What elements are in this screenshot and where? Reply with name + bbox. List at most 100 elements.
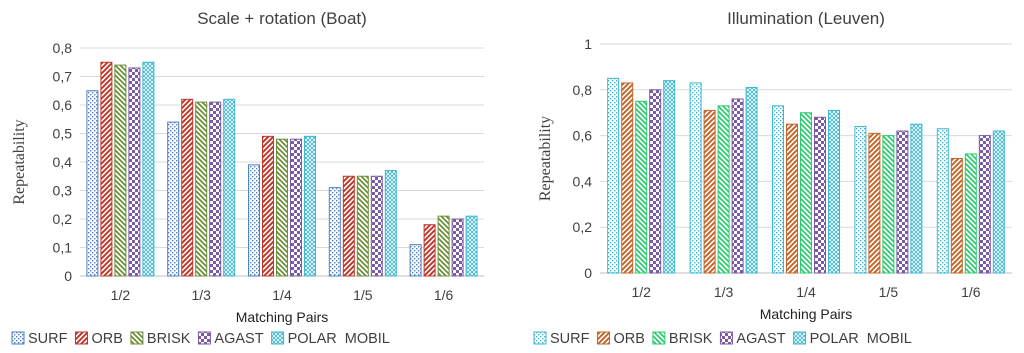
chart-scale-rotation: Scale + rotation (Boat) 0 0,1 0,2 0,3 0,4 0,5 0… <box>0 0 500 353</box>
legend-swatch-agast <box>719 331 733 345</box>
y-tick-label: 0,2 <box>573 219 593 235</box>
legend-label-polar: POLAR <box>288 331 337 347</box>
bar-orb-1-3 <box>181 98 194 277</box>
y-tick-label: 0,5 <box>53 126 73 142</box>
bar-surf-1-2 <box>86 90 99 277</box>
chart-svg-illumination: Illumination (Leuven) 0 0,2 0,4 0,6 0,8 1 Repea… <box>533 9 1012 347</box>
bar-agast-1-5 <box>896 130 909 274</box>
bar-agast-1-2 <box>128 67 141 277</box>
y-tick-label: 1 <box>584 36 592 52</box>
x-tick-label: 1/5 <box>879 284 899 300</box>
y-axis-label: Repeatability <box>537 116 554 201</box>
bar-brisk-1-3 <box>195 101 208 277</box>
x-tick-label: 1/5 <box>353 287 373 303</box>
bar-agast-1-3 <box>731 98 744 274</box>
x-axis-label: Matching Pairs <box>760 306 853 322</box>
legend-swatch-brisk <box>130 331 144 345</box>
x-tick-label: 1/6 <box>434 287 454 303</box>
legend-swatch-polar <box>793 331 807 345</box>
y-tick-label: 0,4 <box>53 154 73 170</box>
bar-surf-1-4 <box>248 164 260 277</box>
legend-label-brisk: BRISK <box>147 331 191 347</box>
bar-brisk-1-4 <box>800 112 812 274</box>
chart-illumination: Illumination (Leuven) 0 0,2 0,4 0,6 0,8 1 Repea… <box>512 0 1024 353</box>
bar-orb-1-2 <box>621 82 634 274</box>
bar-agast-1-3 <box>209 101 222 277</box>
chart-title: Illumination (Leuven) <box>727 9 885 28</box>
bar-polar-1-3 <box>223 98 236 277</box>
bar-polar-1-5 <box>910 123 923 274</box>
bar-agast-1-4 <box>290 138 302 277</box>
bar-agast-1-2 <box>649 89 662 274</box>
y-tick-label: 0 <box>584 265 592 281</box>
y-tick-label: 0,1 <box>53 240 73 256</box>
bar-orb-1-6 <box>423 224 436 277</box>
bar-polar-1-6 <box>465 215 478 277</box>
chart-title: Scale + rotation (Boat) <box>197 9 367 28</box>
x-tick-label: 1/4 <box>796 284 816 300</box>
y-tick-label: 0 <box>64 268 72 284</box>
x-tick-label: 1/3 <box>714 284 734 300</box>
bar-brisk-1-2 <box>114 64 127 277</box>
bar-orb-1-5 <box>342 175 355 277</box>
x-tick-label: 1/2 <box>111 287 131 303</box>
legend-label-agast: AGAST <box>736 331 785 347</box>
y-tick-label: 0,6 <box>573 128 593 144</box>
bar-brisk-1-4 <box>276 138 288 277</box>
bar-polar-1-3 <box>745 87 758 274</box>
bar-surf-1-4 <box>772 105 784 274</box>
x-axis-label: Matching Pairs <box>236 309 329 325</box>
bar-orb-1-5 <box>868 132 881 274</box>
bar-surf-1-5 <box>328 187 341 277</box>
x-tick-label: 1/3 <box>191 287 211 303</box>
bar-polar-1-6 <box>992 130 1005 274</box>
bar-orb-1-4 <box>786 123 798 274</box>
bar-polar-1-2 <box>142 61 155 277</box>
legend-swatch-brisk <box>652 331 666 345</box>
y-axis-label: Repeatability <box>11 119 28 204</box>
legend-swatch-surf <box>533 331 547 345</box>
legend-label-agast: AGAST <box>214 331 263 347</box>
bar-surf-1-3 <box>167 121 180 277</box>
bar-brisk-1-2 <box>635 100 648 274</box>
legend-label-polar: POLAR <box>810 331 859 347</box>
y-tick-label: 0,6 <box>53 97 73 113</box>
x-tick-label: 1/4 <box>272 287 292 303</box>
bar-polar-1-4 <box>304 135 316 277</box>
legend-swatch-polar <box>271 331 285 345</box>
bar-surf-1-6 <box>409 244 422 277</box>
legend-label-orb: ORB <box>91 331 122 347</box>
chart-svg-scale-rotation: Scale + rotation (Boat) 0 0,1 0,2 0,3 0,4 0,5 0… <box>11 9 484 347</box>
legend-swatch-agast <box>197 331 211 345</box>
bar-orb-1-4 <box>262 135 274 277</box>
y-tick-label: 0,7 <box>53 69 73 85</box>
bar-surf-1-5 <box>854 125 867 274</box>
y-tick-label: 0,3 <box>53 183 73 199</box>
bar-agast-1-6 <box>451 218 464 277</box>
x-tick-label: 1/6 <box>961 284 981 300</box>
bar-polar-1-4 <box>828 109 840 274</box>
y-tick-label: 0,8 <box>573 82 593 98</box>
legend-swatch-orb <box>74 331 88 345</box>
bar-brisk-1-6 <box>964 153 977 274</box>
bar-orb-1-2 <box>100 61 113 277</box>
bar-brisk-1-3 <box>717 105 730 274</box>
bar-brisk-1-6 <box>437 215 450 277</box>
bar-polar-1-2 <box>663 80 676 274</box>
y-tick-label: 0,2 <box>53 211 73 227</box>
bar-agast-1-6 <box>978 135 991 274</box>
legend-label-surf: SURF <box>550 331 590 347</box>
bar-brisk-1-5 <box>882 135 895 274</box>
legend-label-brisk: BRISK <box>669 331 713 347</box>
y-tick-label: 0,4 <box>573 173 593 189</box>
bar-agast-1-4 <box>814 116 826 274</box>
bar-brisk-1-5 <box>356 175 369 277</box>
bar-agast-1-5 <box>370 175 383 277</box>
bar-orb-1-3 <box>703 109 716 274</box>
bar-surf-1-3 <box>689 82 702 274</box>
bar-orb-1-6 <box>950 158 963 274</box>
legend-label-orb: ORB <box>613 331 644 347</box>
bar-surf-1-2 <box>607 77 620 274</box>
bar-surf-1-6 <box>936 128 949 274</box>
bar-polar-1-5 <box>384 170 397 277</box>
